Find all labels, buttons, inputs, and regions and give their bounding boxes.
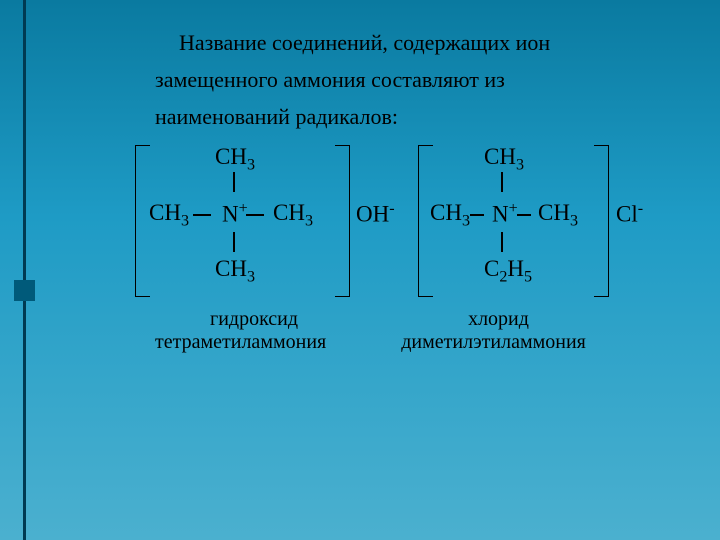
accent-square — [14, 280, 35, 301]
bracket — [418, 155, 419, 286]
bond — [470, 214, 484, 216]
bracket — [418, 145, 433, 156]
intro-line-1: Название соединений, содержащих ион — [155, 28, 695, 59]
label-right-1: хлорид — [468, 308, 529, 330]
intro-line-3: наименований радикалов: — [155, 102, 695, 133]
bracket — [335, 145, 350, 156]
bond — [193, 214, 211, 216]
label-right-2: диметилэтиламмония — [401, 331, 586, 353]
bond — [233, 172, 235, 192]
intro-line-2: замещенного аммония составляют из — [155, 65, 695, 96]
bracket — [135, 155, 136, 286]
bracket — [135, 145, 150, 156]
bond — [501, 172, 503, 192]
s1-counterion: OH- — [356, 200, 395, 228]
s2-left: CH3 — [430, 200, 470, 231]
accent-bar — [23, 0, 26, 540]
label-left-1: гидроксид — [210, 308, 298, 330]
bracket — [594, 145, 609, 156]
s1-center: N+ — [222, 200, 248, 228]
labels-block: гидроксид хлорид тетраметиламмония диметил… — [155, 308, 695, 354]
bracket — [349, 155, 350, 286]
s1-bottom: CH3 — [215, 256, 255, 287]
bracket — [135, 286, 150, 297]
bracket — [594, 286, 609, 297]
bracket — [335, 286, 350, 297]
bond — [501, 232, 503, 252]
bracket — [418, 286, 433, 297]
label-left-2: тетраметиламмония — [155, 331, 326, 353]
s1-top: CH3 — [215, 144, 255, 175]
s2-bottom: C2H5 — [484, 256, 532, 287]
bracket — [608, 155, 609, 286]
s2-center: N+ — [492, 200, 518, 228]
bond — [246, 214, 264, 216]
bond — [517, 214, 531, 216]
s1-left: CH3 — [149, 200, 189, 231]
intro-text: Название соединений, содержащих ион заме… — [155, 28, 695, 138]
bond — [233, 232, 235, 252]
s2-top: CH3 — [484, 144, 524, 175]
s1-right: CH3 — [273, 200, 313, 231]
s2-counterion: Cl- — [616, 200, 643, 228]
s2-right: CH3 — [538, 200, 578, 231]
